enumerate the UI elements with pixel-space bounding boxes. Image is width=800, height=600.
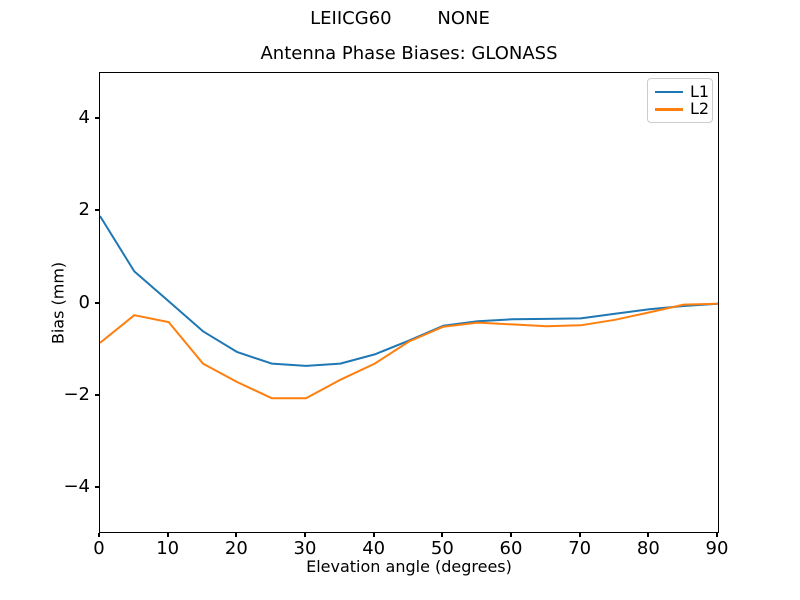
y-tick-label: 0: [78, 291, 90, 313]
y-tick-mark: [95, 209, 99, 212]
x-tick-label: 50: [430, 538, 454, 559]
plot-canvas: [100, 215, 718, 400]
plot-area: [99, 72, 719, 533]
legend-item-l1: L1: [655, 83, 709, 100]
x-tick-mark: [716, 533, 718, 537]
legend-label-l2: L2: [690, 99, 710, 119]
x-tick-mark: [647, 533, 650, 537]
figure-suptitle: LEIICG60 NONE: [310, 8, 490, 29]
x-tick-label: 40: [362, 538, 386, 559]
x-tick-mark: [98, 533, 100, 537]
y-tick-label: −2: [63, 383, 90, 405]
y-tick-label: 2: [78, 199, 90, 221]
x-tick-mark: [510, 533, 512, 537]
legend: L1 L2: [647, 78, 713, 123]
legend-label-l1: L1: [690, 81, 710, 101]
x-axis-label: Elevation angle (degrees): [306, 557, 512, 576]
x-tick-label: 60: [499, 538, 523, 559]
x-tick-label: 70: [568, 538, 592, 559]
x-tick-mark: [304, 533, 306, 537]
legend-item-l2: L2: [655, 101, 709, 117]
y-tick-label: 4: [78, 107, 90, 129]
l2-line-swatch: [655, 108, 683, 111]
x-tick-label: 90: [705, 538, 729, 559]
x-tick-label: 10: [156, 538, 180, 559]
x-tick-label: 0: [93, 538, 105, 559]
y-tick-mark: [95, 486, 99, 489]
line-series-l2: [100, 302, 718, 400]
x-tick-mark: [372, 533, 375, 537]
x-tick-label: 30: [293, 538, 317, 559]
l1-line-swatch: [655, 90, 683, 93]
axes-title: Antenna Phase Biases: GLONASS: [260, 43, 558, 64]
x-tick-label: 80: [636, 538, 660, 559]
x-tick-mark: [578, 533, 581, 537]
y-tick-mark: [95, 117, 99, 120]
y-tick-label: −4: [63, 476, 90, 498]
x-tick-mark: [441, 533, 444, 537]
x-tick-mark: [166, 533, 169, 537]
y-tick-mark: [95, 393, 99, 396]
line-series-l1: [100, 215, 718, 367]
x-tick-mark: [235, 533, 238, 537]
y-tick-mark: [95, 301, 99, 304]
x-tick-label: 20: [224, 538, 248, 559]
